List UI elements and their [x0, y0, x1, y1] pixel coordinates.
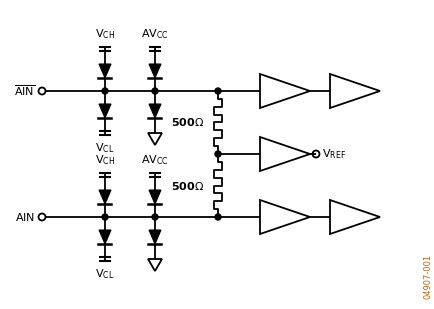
- Circle shape: [151, 214, 158, 220]
- Text: 500$\Omega$: 500$\Omega$: [171, 180, 204, 192]
- Text: $\overline{\mathsf{AIN}}$: $\overline{\mathsf{AIN}}$: [14, 84, 35, 98]
- Text: T/H: T/H: [341, 212, 359, 222]
- Text: $\mathsf{V_{CH}}$: $\mathsf{V_{CH}}$: [95, 153, 115, 167]
- Circle shape: [151, 88, 158, 94]
- Polygon shape: [99, 104, 111, 118]
- Polygon shape: [99, 64, 111, 78]
- Polygon shape: [148, 259, 161, 271]
- Polygon shape: [149, 230, 161, 244]
- Text: T/H: T/H: [341, 86, 359, 96]
- Text: $\mathsf{V_{CH}}$: $\mathsf{V_{CH}}$: [95, 27, 115, 41]
- Circle shape: [214, 88, 220, 94]
- Polygon shape: [149, 104, 161, 118]
- Polygon shape: [149, 190, 161, 204]
- Polygon shape: [148, 133, 161, 145]
- Circle shape: [214, 151, 220, 157]
- Text: 500$\Omega$: 500$\Omega$: [171, 116, 204, 129]
- Circle shape: [214, 214, 220, 220]
- Text: BUF: BUF: [270, 212, 291, 222]
- Circle shape: [102, 214, 108, 220]
- Polygon shape: [329, 74, 379, 108]
- Polygon shape: [99, 190, 111, 204]
- Text: $\mathsf{AV_{CC}}$: $\mathsf{AV_{CC}}$: [141, 27, 168, 41]
- Text: BUF: BUF: [270, 86, 291, 96]
- Polygon shape: [260, 200, 309, 234]
- Circle shape: [102, 88, 108, 94]
- Text: $\mathsf{AV_{CC}}$: $\mathsf{AV_{CC}}$: [141, 153, 168, 167]
- Text: $\mathsf{V_{REF}}$: $\mathsf{V_{REF}}$: [321, 147, 345, 161]
- Polygon shape: [329, 200, 379, 234]
- Polygon shape: [260, 137, 309, 171]
- Text: 04907-001: 04907-001: [423, 254, 431, 299]
- Polygon shape: [149, 64, 161, 78]
- Polygon shape: [260, 74, 309, 108]
- Text: $\mathsf{V_{CL}}$: $\mathsf{V_{CL}}$: [95, 267, 115, 281]
- Text: BUF: BUF: [270, 149, 291, 159]
- Text: $\mathsf{AIN}$: $\mathsf{AIN}$: [15, 211, 35, 223]
- Polygon shape: [99, 230, 111, 244]
- Text: $\mathsf{V_{CL}}$: $\mathsf{V_{CL}}$: [95, 141, 115, 155]
